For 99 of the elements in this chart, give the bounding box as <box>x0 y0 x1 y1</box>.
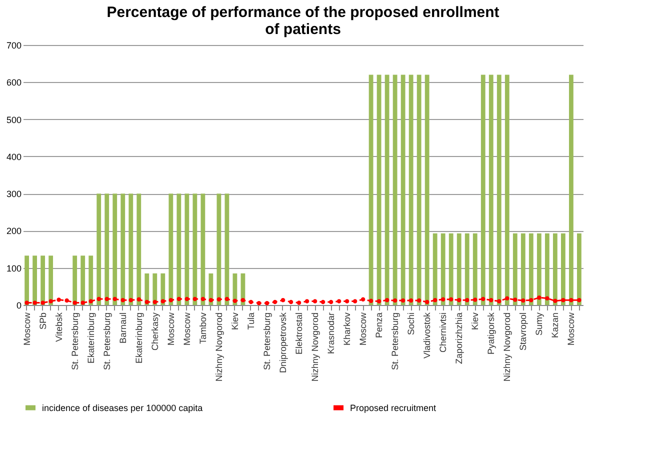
bar <box>24 256 30 305</box>
legend-label: Proposed recruitment <box>350 402 437 413</box>
x-tick-label: Nizhny Novgorod <box>502 312 512 382</box>
bar <box>440 233 446 305</box>
bar <box>112 194 118 305</box>
x-tick-label: Krasnodar <box>326 312 336 354</box>
x-tick-label: Kazan <box>550 312 560 338</box>
x-tick-label: Penza <box>374 312 384 338</box>
bar <box>48 256 54 305</box>
y-tick-label: 100 <box>6 263 22 274</box>
x-tick-label: Dnipropetrovsk <box>278 312 288 374</box>
x-tick-label: Moscow <box>22 312 32 346</box>
x-tick-label: Sumy <box>534 312 544 336</box>
bar <box>192 194 198 305</box>
bar <box>408 74 414 305</box>
x-tick-label: Elektrostal <box>294 312 304 355</box>
x-tick-label: Tula <box>246 312 256 330</box>
bar <box>224 194 230 305</box>
bar <box>432 233 438 305</box>
bar <box>416 74 422 305</box>
bar <box>512 233 518 305</box>
bar <box>456 233 462 305</box>
x-tick-label: Moscow <box>566 312 576 346</box>
x-tick-label: Sochi <box>406 312 416 336</box>
legend-label: incidence of diseases per 100000 capita <box>42 402 203 413</box>
bar <box>448 233 454 305</box>
x-tick-label: Moscow <box>182 312 192 346</box>
x-tick-label: Stavropol <box>518 312 528 351</box>
bar <box>96 194 102 305</box>
y-tick-label: 300 <box>6 189 22 200</box>
bar <box>536 233 542 305</box>
x-tick-label: SPb <box>38 312 48 330</box>
x-tick-label: St. Petersburg <box>390 312 400 370</box>
bar <box>544 233 550 305</box>
bar <box>208 273 214 305</box>
x-tick-label: Pyatigorsk <box>486 312 496 355</box>
bar <box>520 233 526 305</box>
x-tick-label: Zaporizhzhia <box>454 312 464 364</box>
bar <box>568 74 574 305</box>
bar <box>496 74 502 305</box>
bar <box>136 194 142 305</box>
x-tick-label: Ekaterinburg <box>134 312 144 364</box>
bar <box>128 194 134 305</box>
bar <box>480 74 486 305</box>
text: Percentage of performance of the proposed enrollment <box>106 4 500 21</box>
x-tick-label: St. Petersburg <box>262 312 272 370</box>
bar <box>368 74 374 305</box>
bar <box>104 194 110 305</box>
bar <box>144 273 150 305</box>
bar <box>200 194 206 305</box>
bar <box>80 256 86 305</box>
y-tick-label: 700 <box>6 40 22 50</box>
x-tick-label: St. Petersburg <box>70 312 80 370</box>
bar <box>488 74 494 305</box>
x-tick-label: Kharkov <box>342 312 352 346</box>
bar <box>464 233 470 305</box>
bar <box>424 74 430 305</box>
x-tick-label: St. Petersburg <box>102 312 112 370</box>
x-tick-label: Moscow <box>166 312 176 346</box>
x-tick-label: Barnaul <box>118 312 128 344</box>
x-tick-label: Ekaterinburg <box>86 312 96 364</box>
x-tick-label: Tambov <box>198 312 208 344</box>
x-tick-label: Vitebsk <box>54 312 64 342</box>
y-tick-label: 400 <box>6 152 22 162</box>
x-tick-label: Chernivtsi <box>438 312 448 353</box>
bar <box>32 256 38 305</box>
bar <box>376 74 382 305</box>
bar <box>400 74 406 305</box>
bar <box>176 194 182 305</box>
x-tick-label: Kiev <box>230 312 240 330</box>
y-tick-label: 0 <box>16 300 22 310</box>
bar <box>384 74 390 305</box>
y-tick-label: 200 <box>6 226 22 236</box>
x-tick-label: Vladivostok <box>422 312 432 359</box>
bar <box>552 233 558 305</box>
y-tick-label: 500 <box>6 114 22 125</box>
bar <box>392 74 398 305</box>
bar <box>40 256 46 305</box>
x-tick-label: Moscow <box>358 312 368 346</box>
bar <box>152 273 158 305</box>
bar <box>160 273 166 305</box>
bar <box>504 74 510 305</box>
x-tick-label: Kiev <box>470 312 480 330</box>
bar <box>184 194 190 305</box>
y-tick-label: 600 <box>6 78 22 88</box>
bar <box>72 256 78 305</box>
bar <box>216 194 222 305</box>
bar <box>472 233 478 305</box>
x-tick-label: Nizhny Novgorod <box>310 312 320 382</box>
x-tick-label: Nizhny Novgorod <box>214 312 224 382</box>
bar <box>168 194 174 305</box>
bar <box>528 233 534 305</box>
bar <box>88 256 94 305</box>
bar <box>232 273 238 305</box>
x-tick-label: Cherkasy <box>150 312 160 351</box>
bar <box>560 233 566 305</box>
bar <box>576 233 582 305</box>
bar <box>120 194 126 305</box>
text: of patients <box>265 21 341 38</box>
